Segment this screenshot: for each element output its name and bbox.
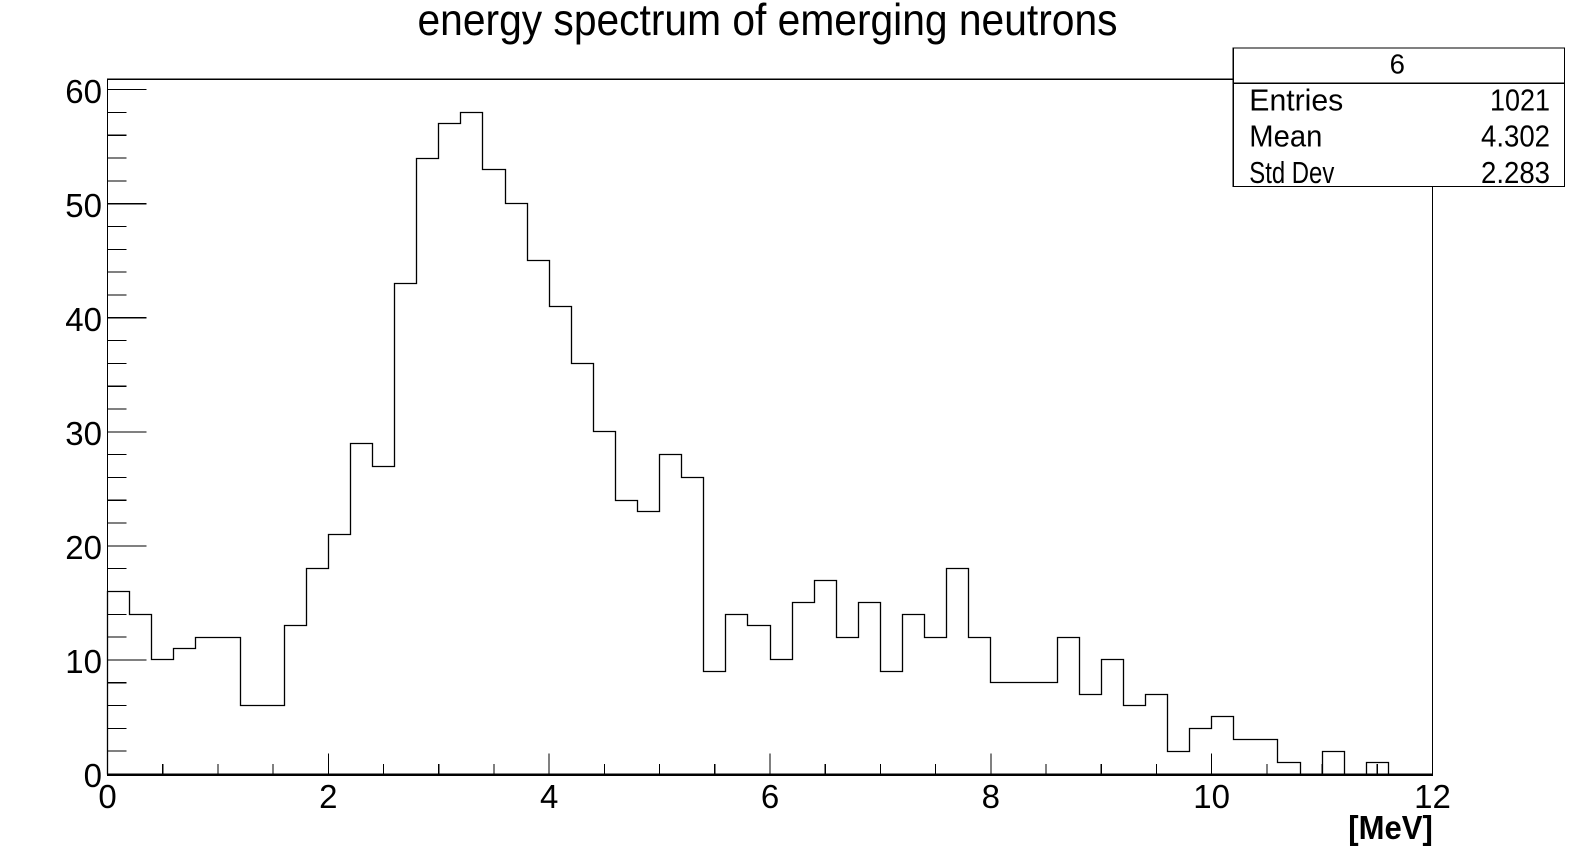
svg-text:60: 60 bbox=[65, 73, 102, 110]
svg-text:20: 20 bbox=[65, 529, 102, 566]
svg-text:[MeV]: [MeV] bbox=[1348, 809, 1433, 846]
svg-text:Std Dev: Std Dev bbox=[1249, 156, 1335, 190]
svg-text:6: 6 bbox=[1390, 48, 1405, 79]
svg-text:10: 10 bbox=[1193, 778, 1230, 815]
svg-text:12: 12 bbox=[1414, 778, 1451, 815]
svg-text:0: 0 bbox=[98, 778, 116, 815]
svg-text:2: 2 bbox=[319, 778, 337, 815]
svg-text:40: 40 bbox=[65, 301, 102, 338]
svg-text:2.283: 2.283 bbox=[1481, 156, 1550, 190]
svg-text:50: 50 bbox=[65, 187, 102, 224]
svg-text:0: 0 bbox=[84, 757, 102, 794]
svg-text:Mean: Mean bbox=[1249, 120, 1322, 154]
svg-text:10: 10 bbox=[65, 643, 102, 680]
svg-text:8: 8 bbox=[982, 778, 1000, 815]
svg-text:6: 6 bbox=[761, 778, 779, 815]
svg-text:4: 4 bbox=[540, 778, 558, 815]
svg-text:1021: 1021 bbox=[1490, 84, 1550, 118]
svg-text:4.302: 4.302 bbox=[1481, 120, 1550, 154]
svg-text:Entries: Entries bbox=[1249, 84, 1343, 118]
svg-text:30: 30 bbox=[65, 415, 102, 452]
svg-text:energy spectrum of emerging ne: energy spectrum of emerging neutrons bbox=[418, 0, 1118, 45]
